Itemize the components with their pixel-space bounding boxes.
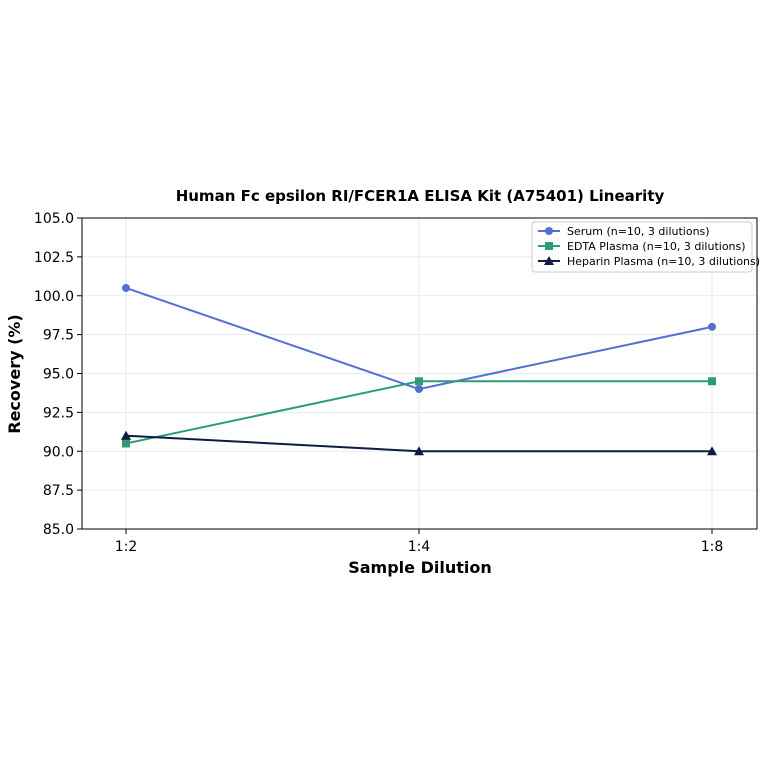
x-tick-label: 1:4 xyxy=(408,539,431,555)
legend-box xyxy=(531,221,753,273)
legend-swatch-marker xyxy=(544,256,554,265)
y-tick-label: 100.0 xyxy=(34,289,74,305)
x-axis: 1:2 1:4 1:8 xyxy=(115,529,724,555)
legend-label: Serum (n=10, 3 dilutions) xyxy=(567,225,710,238)
y-tick-label: 97.5 xyxy=(43,328,74,344)
y-tick-label: 95.0 xyxy=(43,367,74,383)
legend-swatch-marker xyxy=(545,242,553,250)
legend-label: EDTA Plasma (n=10, 3 dilutions) xyxy=(567,240,746,253)
y-tick-label: 102.5 xyxy=(34,250,74,266)
legend: Serum (n=10, 3 dilutions) EDTA Plasma (n=… xyxy=(531,221,760,273)
series-3 xyxy=(121,430,717,456)
y-tick-label: 90.0 xyxy=(43,444,74,460)
data-point xyxy=(121,430,131,440)
legend-label: Heparin Plasma (n=10, 3 dilutions) xyxy=(567,255,760,268)
data-point xyxy=(415,385,423,394)
x-axis-title: Sample Dilution xyxy=(348,558,492,577)
data-point xyxy=(414,446,424,456)
data-point xyxy=(122,439,130,448)
series-group xyxy=(121,283,717,456)
y-tick-label: 85.0 xyxy=(43,522,74,538)
legend-item: Serum (n=10, 3 dilutions) xyxy=(538,225,710,238)
y-axis-title: Recovery (%) xyxy=(5,314,24,433)
x-tick-label: 1:2 xyxy=(115,539,138,555)
legend-item: Heparin Plasma (n=10, 3 dilutions) xyxy=(538,255,760,268)
data-point xyxy=(708,322,716,331)
chart-title: Human Fc epsilon RI/FCER1A ELISA Kit (A7… xyxy=(176,187,665,205)
y-tick-label: 87.5 xyxy=(43,483,74,499)
legend-swatch-marker xyxy=(545,227,553,235)
y-tick-label: 105.0 xyxy=(34,211,74,227)
legend-item: EDTA Plasma (n=10, 3 dilutions) xyxy=(538,240,746,253)
data-point xyxy=(122,283,130,292)
series-1 xyxy=(122,283,716,394)
data-point xyxy=(708,377,716,386)
series-2 xyxy=(122,377,716,448)
y-axis: 85.0 87.5 90.0 92.5 95.0 97.5 100.0 102.5 105.0 xyxy=(34,211,82,538)
data-point xyxy=(415,377,423,386)
y-tick-label: 92.5 xyxy=(43,405,74,421)
x-tick-label: 1:8 xyxy=(701,539,724,555)
data-point xyxy=(707,446,717,456)
